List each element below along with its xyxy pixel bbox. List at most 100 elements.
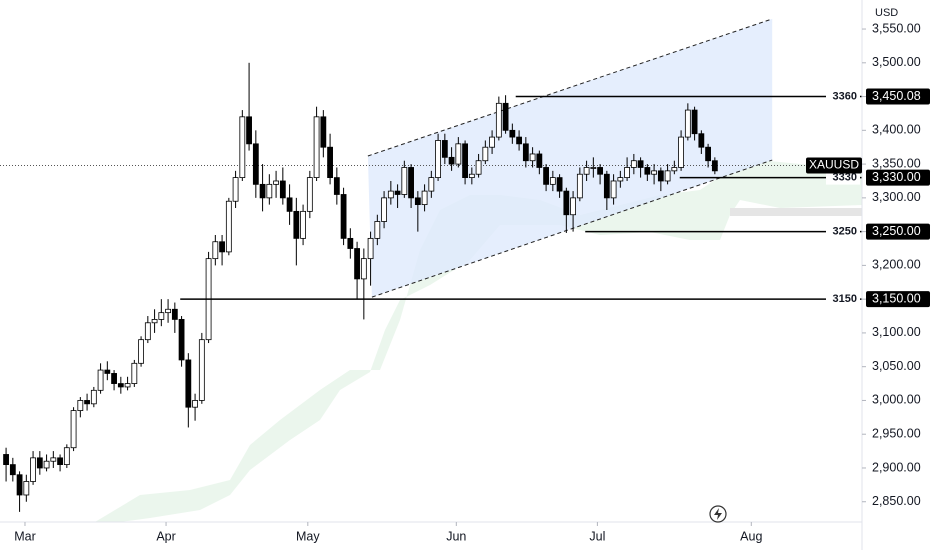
x-tick-label: Aug <box>740 529 762 543</box>
level-label: 3360 <box>833 90 857 102</box>
y-tick-label: 2,900.00 <box>872 460 921 474</box>
candle-body <box>624 167 630 179</box>
replay-icon[interactable] <box>709 505 727 523</box>
candle-body <box>387 190 394 199</box>
y-tick-label: 3,500.00 <box>872 55 921 69</box>
candle-body <box>171 308 178 320</box>
candle-body <box>367 237 374 260</box>
candle-body <box>111 373 117 384</box>
candle-body <box>219 241 225 253</box>
candle-body <box>151 319 158 324</box>
candle-body <box>536 153 543 168</box>
candle-body <box>637 160 644 168</box>
channel-area <box>367 18 773 298</box>
candle-body <box>495 102 502 138</box>
candle-body <box>144 322 151 341</box>
candle-body <box>300 210 306 239</box>
y-tick-label: 3,350.00 <box>872 156 921 170</box>
candle-body <box>509 129 516 138</box>
candle-body <box>516 136 522 145</box>
candle-body <box>333 177 340 195</box>
candle-body <box>671 167 678 172</box>
candle-body <box>84 400 90 405</box>
candle-body <box>583 167 590 175</box>
candle-body <box>192 400 198 408</box>
candle-body <box>455 143 462 165</box>
candle-body <box>198 339 205 401</box>
candle-body <box>313 116 320 179</box>
y-tick-label: 3,550.00 <box>872 21 921 35</box>
candle-body <box>684 109 691 138</box>
candle-body <box>185 359 192 408</box>
candle-body <box>664 170 671 182</box>
candle-body <box>428 177 435 192</box>
y-tick-label: 3,100.00 <box>872 325 921 339</box>
level-label: 3150 <box>833 293 857 305</box>
candle-body <box>279 180 286 199</box>
y-tick-label: 2,950.00 <box>872 427 921 441</box>
candle-body <box>30 457 36 482</box>
candle-body <box>165 308 171 314</box>
y-tick-label: 3,000.00 <box>872 393 921 407</box>
candle-body <box>543 167 549 185</box>
candle-body <box>435 140 441 179</box>
candle-body <box>354 248 360 280</box>
candle-body <box>63 447 70 466</box>
candle-body <box>603 173 610 199</box>
candle-body <box>441 140 448 158</box>
candle-body <box>36 457 43 469</box>
x-tick-label: Apr <box>156 529 175 543</box>
candle-body <box>610 180 617 199</box>
candle-body <box>698 133 705 148</box>
candle-body <box>563 190 570 216</box>
cloud <box>95 160 862 522</box>
candle-body <box>556 177 563 192</box>
candle-body <box>502 102 509 131</box>
candle-body <box>225 200 232 253</box>
candle-body <box>3 454 9 466</box>
candle-body <box>50 457 57 462</box>
candle-body <box>43 460 50 469</box>
candle-body <box>401 167 408 195</box>
candle-body <box>657 170 664 182</box>
candle-body <box>644 167 651 175</box>
price-tag-label: 3,450.08 <box>872 89 921 103</box>
candle-body <box>320 116 327 148</box>
candle-body <box>97 369 104 391</box>
candle-body <box>158 312 165 320</box>
candle-body <box>360 258 367 280</box>
candle-body <box>522 143 529 162</box>
candle-body <box>131 362 138 384</box>
price-tag-label: 3,330.00 <box>872 170 921 184</box>
candle-body <box>57 457 63 466</box>
price-tag-label: 3,250.00 <box>872 224 921 238</box>
candle-body <box>468 173 475 179</box>
y-tick-label: 2,850.00 <box>872 494 921 508</box>
symbol-tag <box>806 157 862 174</box>
y-tick-label: 3,300.00 <box>872 190 921 204</box>
candle-body <box>266 183 273 199</box>
candle-body <box>117 383 124 388</box>
candle-body <box>327 146 333 179</box>
candle-body <box>340 194 347 239</box>
candle-body <box>16 474 23 496</box>
x-tick-label: Jun <box>446 529 466 543</box>
candle-body <box>232 177 239 202</box>
candle-body <box>462 143 468 179</box>
y-tick-label: 3,050.00 <box>872 359 921 373</box>
candle-body <box>347 237 354 249</box>
candle-body <box>286 197 293 212</box>
level-label: 3330 <box>833 172 857 184</box>
candle-body <box>70 410 77 449</box>
candle-body <box>414 197 421 206</box>
candle-body <box>138 339 144 364</box>
candle-body <box>529 153 536 162</box>
y-tick-label: 3,200.00 <box>872 258 921 272</box>
level-label-bg <box>826 170 860 185</box>
level-label-bg <box>826 292 860 307</box>
candle-body <box>711 160 718 172</box>
candle-body <box>651 170 657 175</box>
candle-body <box>421 190 428 206</box>
price-tag <box>866 291 930 308</box>
